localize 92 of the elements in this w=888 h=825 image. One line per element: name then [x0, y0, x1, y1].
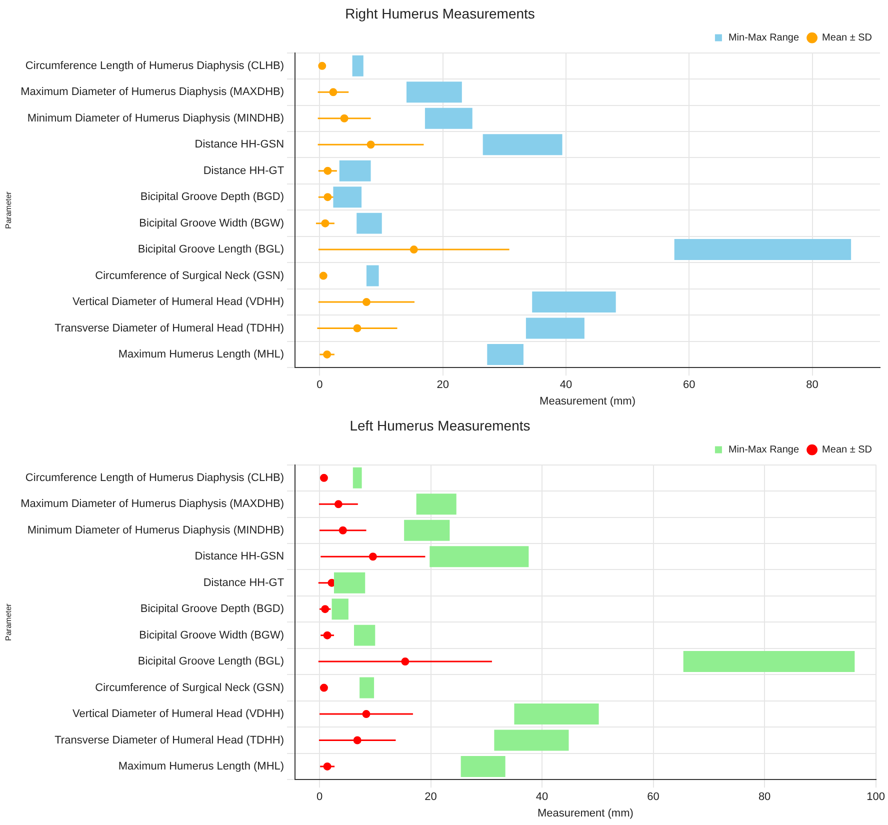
- point: [321, 605, 330, 614]
- x-tick-label: 0: [316, 379, 323, 392]
- legend-label: Min-Max Range: [728, 444, 800, 456]
- bar: [404, 520, 450, 541]
- bar: [424, 108, 472, 129]
- point: [318, 62, 326, 70]
- point: [324, 166, 332, 175]
- y-tick-label: Minimum Diameter of Humerus Diaphysis (MINDHB): [27, 524, 284, 536]
- y-tick-label: Maximum Humerus Length (MHL): [118, 348, 284, 361]
- y-tick-label: Circumference of Surgical Neck (GSN): [95, 270, 284, 282]
- y-tick-label: Maximum Humerus Length (MHL): [118, 760, 284, 773]
- point: [320, 684, 328, 692]
- y-tick-label: Distance HH-GSN: [194, 138, 284, 151]
- point: [323, 350, 332, 358]
- bar: [334, 572, 366, 594]
- bar: [532, 292, 616, 313]
- point: [362, 710, 370, 718]
- point: [329, 88, 338, 96]
- bar: [333, 186, 362, 208]
- y-tick-label: Minimum Diameter of Humerus Diaphysis (MINDHB): [27, 112, 284, 124]
- x-tick-label: 40: [536, 791, 548, 804]
- legend-label: Min-Max Range: [728, 32, 800, 44]
- bar: [514, 704, 599, 725]
- legend-label: Mean ± SD: [822, 444, 872, 456]
- bar: [356, 212, 382, 234]
- y-tick-label: Transverse Diameter of Humeral Head (TDHH): [54, 322, 284, 334]
- y-tick-label: Maximum Diameter of Humerus Diaphysis (MAXDHB): [20, 86, 284, 98]
- point: [353, 324, 362, 332]
- y-tick-label: Bicipital Groove Depth (BGD): [140, 603, 284, 616]
- y-tick-label: Maximum Diameter of Humerus Diaphysis (MAXDHB): [20, 498, 284, 510]
- legend-label: Mean ± SD: [822, 32, 872, 44]
- chart-title: Right Humerus Measurements: [345, 5, 535, 22]
- bar: [526, 318, 584, 339]
- bar: [430, 546, 529, 568]
- point: [366, 140, 375, 149]
- x-tick-label: 60: [647, 791, 660, 804]
- bar: [494, 730, 569, 751]
- bar: [416, 494, 456, 515]
- bar: [487, 344, 524, 365]
- y-tick-label: Transverse Diameter of Humeral Head (TDHH): [54, 734, 284, 746]
- y-tick-label: Vertical Diameter of Humeral Head (VDHH): [72, 708, 284, 720]
- point: [338, 526, 347, 534]
- x-tick-label: 40: [560, 379, 572, 392]
- bar: [352, 467, 362, 488]
- bar: [339, 160, 371, 182]
- y-tick-label: Bicipital Groove Length (BGL): [138, 244, 284, 256]
- y-tick-label: Circumference Length of Humerus Diaphysis (CLHB): [25, 60, 284, 72]
- x-tick-label: 0: [316, 791, 323, 804]
- bar: [352, 55, 364, 76]
- x-tick-label: 80: [806, 379, 818, 392]
- bar: [406, 82, 462, 103]
- y-tick-label: Distance HH-GSN: [194, 550, 284, 563]
- chart-title: Left Humerus Measurements: [350, 417, 530, 434]
- bar: [482, 134, 562, 156]
- point: [320, 474, 328, 482]
- bar: [674, 239, 852, 260]
- point: [410, 246, 418, 254]
- point: [340, 114, 348, 122]
- y-tick-label: Bicipital Groove Width (BGW): [139, 217, 284, 230]
- x-tick-label: 80: [758, 791, 771, 804]
- y-tick-label: Bicipital Groove Depth (BGD): [140, 191, 284, 204]
- bar: [360, 677, 374, 698]
- point: [334, 500, 342, 508]
- y-axis-title: Parameter: [4, 603, 14, 641]
- bar: [366, 265, 379, 286]
- bar: [683, 651, 855, 672]
- point: [321, 219, 330, 228]
- x-axis-title: Measurement (mm): [540, 395, 636, 408]
- x-tick-label: 60: [682, 379, 696, 392]
- point: [324, 193, 332, 202]
- point: [353, 736, 362, 744]
- x-tick-label: 100: [866, 791, 886, 804]
- y-tick-label: Bicipital Groove Width (BGW): [139, 629, 284, 642]
- bar: [460, 756, 506, 777]
- point: [362, 298, 370, 306]
- y-tick-label: Circumference of Surgical Neck (GSN): [95, 682, 284, 694]
- point: [323, 762, 332, 770]
- y-tick-label: Distance HH-GT: [203, 164, 284, 177]
- x-tick-label: 20: [424, 791, 437, 804]
- y-tick-label: Circumference Length of Humerus Diaphysis (CLHB): [25, 472, 284, 484]
- point: [323, 631, 332, 640]
- x-tick-label: 20: [436, 379, 449, 392]
- y-tick-label: Distance HH-GT: [203, 576, 284, 589]
- y-tick-label: Bicipital Groove Length (BGL): [138, 656, 284, 668]
- y-axis-title: Parameter: [4, 191, 14, 229]
- bar: [332, 598, 348, 620]
- y-tick-label: Vertical Diameter of Humeral Head (VDHH): [72, 296, 284, 308]
- point: [319, 272, 328, 280]
- point: [401, 658, 410, 666]
- x-axis-title: Measurement (mm): [537, 807, 634, 820]
- point: [368, 552, 377, 561]
- bar: [354, 624, 376, 646]
